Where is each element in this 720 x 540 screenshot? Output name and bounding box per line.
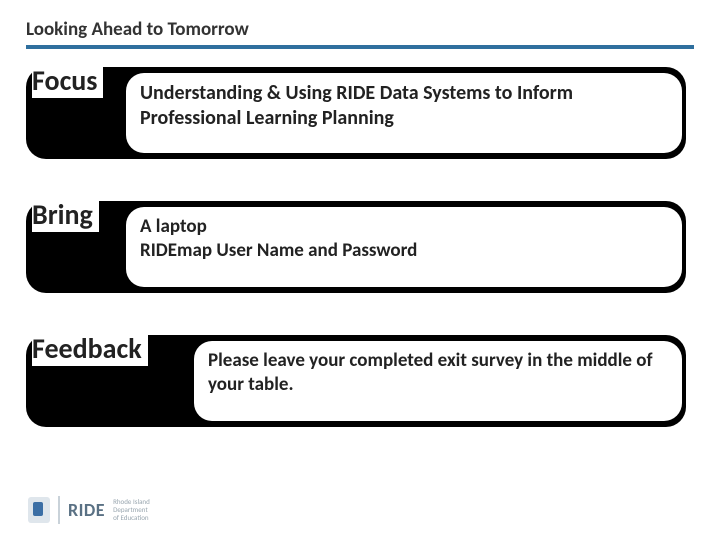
ride-logo-sub: Rhode Island Department of Education: [113, 498, 150, 521]
row-bring-line2: RIDEmap User Name and Password: [140, 239, 417, 262]
row-bring-pill: A laptop RIDEmap User Name and Password: [126, 207, 682, 287]
row-feedback: Feedback Please leave your completed exi…: [26, 331, 694, 427]
ride-logo: RIDE Rhode Island Department of Educatio…: [28, 496, 150, 524]
row-feedback-text: Please leave your completed exit survey …: [208, 349, 668, 397]
ride-logo-sub3: of Education: [113, 514, 150, 522]
ride-logo-textblock: RIDE: [68, 499, 105, 521]
slide-title: Looking Ahead to Tomorrow: [26, 18, 694, 49]
row-focus-text: Understanding & Using RIDE Data Systems …: [140, 81, 668, 131]
ride-logo-divider: [58, 496, 60, 524]
ride-logo-badge-icon: [28, 497, 50, 523]
row-bring-text: A laptop RIDEmap User Name and Password: [140, 215, 417, 263]
rows-container: Focus Understanding & Using RIDE Data Sy…: [26, 63, 694, 427]
row-bring-line1: A laptop: [140, 215, 207, 238]
row-feedback-label: Feedback: [32, 331, 148, 366]
row-bring: Bring A laptop RIDEmap User Name and Pas…: [26, 197, 694, 293]
slide: Looking Ahead to Tomorrow Focus Understa…: [0, 0, 720, 540]
ride-logo-word: RIDE: [68, 499, 105, 521]
row-focus-pill: Understanding & Using RIDE Data Systems …: [126, 73, 682, 153]
row-focus-label: Focus: [32, 63, 103, 98]
row-focus: Focus Understanding & Using RIDE Data Sy…: [26, 63, 694, 159]
row-feedback-pill: Please leave your completed exit survey …: [194, 341, 682, 421]
row-bring-label: Bring: [32, 197, 99, 232]
